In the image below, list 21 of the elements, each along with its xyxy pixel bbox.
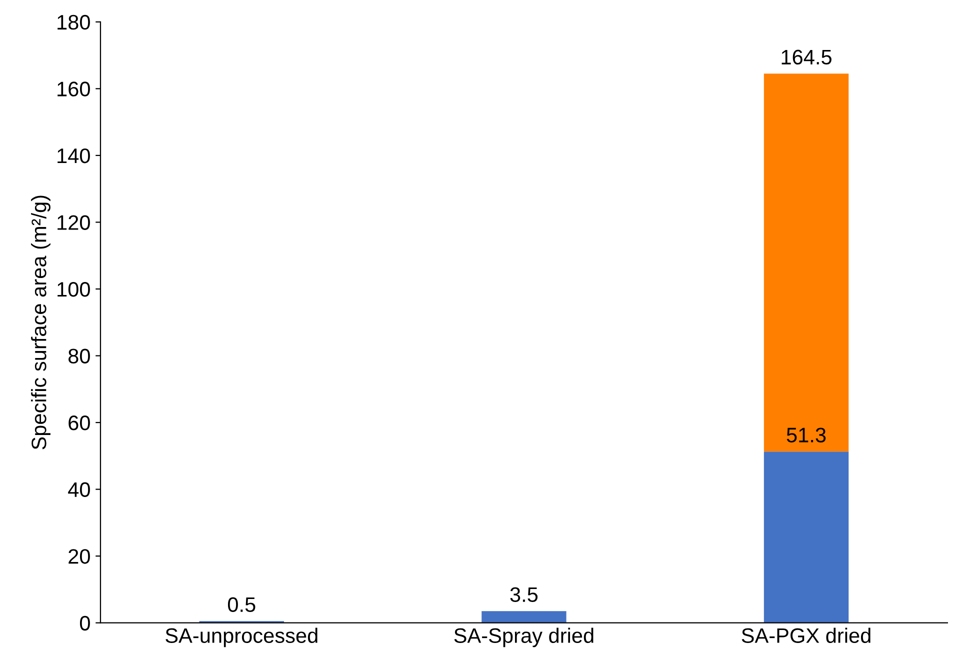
y-tick-label: 40 xyxy=(68,482,90,498)
bar xyxy=(482,611,566,623)
data-label: 0.5 xyxy=(228,597,256,612)
x-tick-label: SA-PGX dried xyxy=(742,628,870,643)
y-tick-label: 20 xyxy=(68,549,90,564)
x-tick-label: SA-Spray dried xyxy=(454,628,594,648)
total-label: 164.5 xyxy=(782,50,832,65)
x-tick-label: SA-unprocessed xyxy=(166,628,318,648)
y-tick-label: 180 xyxy=(58,14,90,30)
y-tick-label: 80 xyxy=(68,348,90,364)
y-axis-title: Specific surface area (m²/g) xyxy=(31,196,50,450)
y-tick-label: 100 xyxy=(58,282,90,297)
bar xyxy=(764,74,849,452)
data-label: 51.3 xyxy=(786,428,826,442)
y-tick-label: 120 xyxy=(58,215,90,230)
y-tick-label: 160 xyxy=(58,82,90,96)
data-label: 3.5 xyxy=(510,587,538,602)
y-tick-label: 60 xyxy=(68,416,90,430)
bar xyxy=(764,452,849,623)
y-tick-label: 0 xyxy=(80,616,90,631)
y-tick-label: 140 xyxy=(58,148,90,164)
